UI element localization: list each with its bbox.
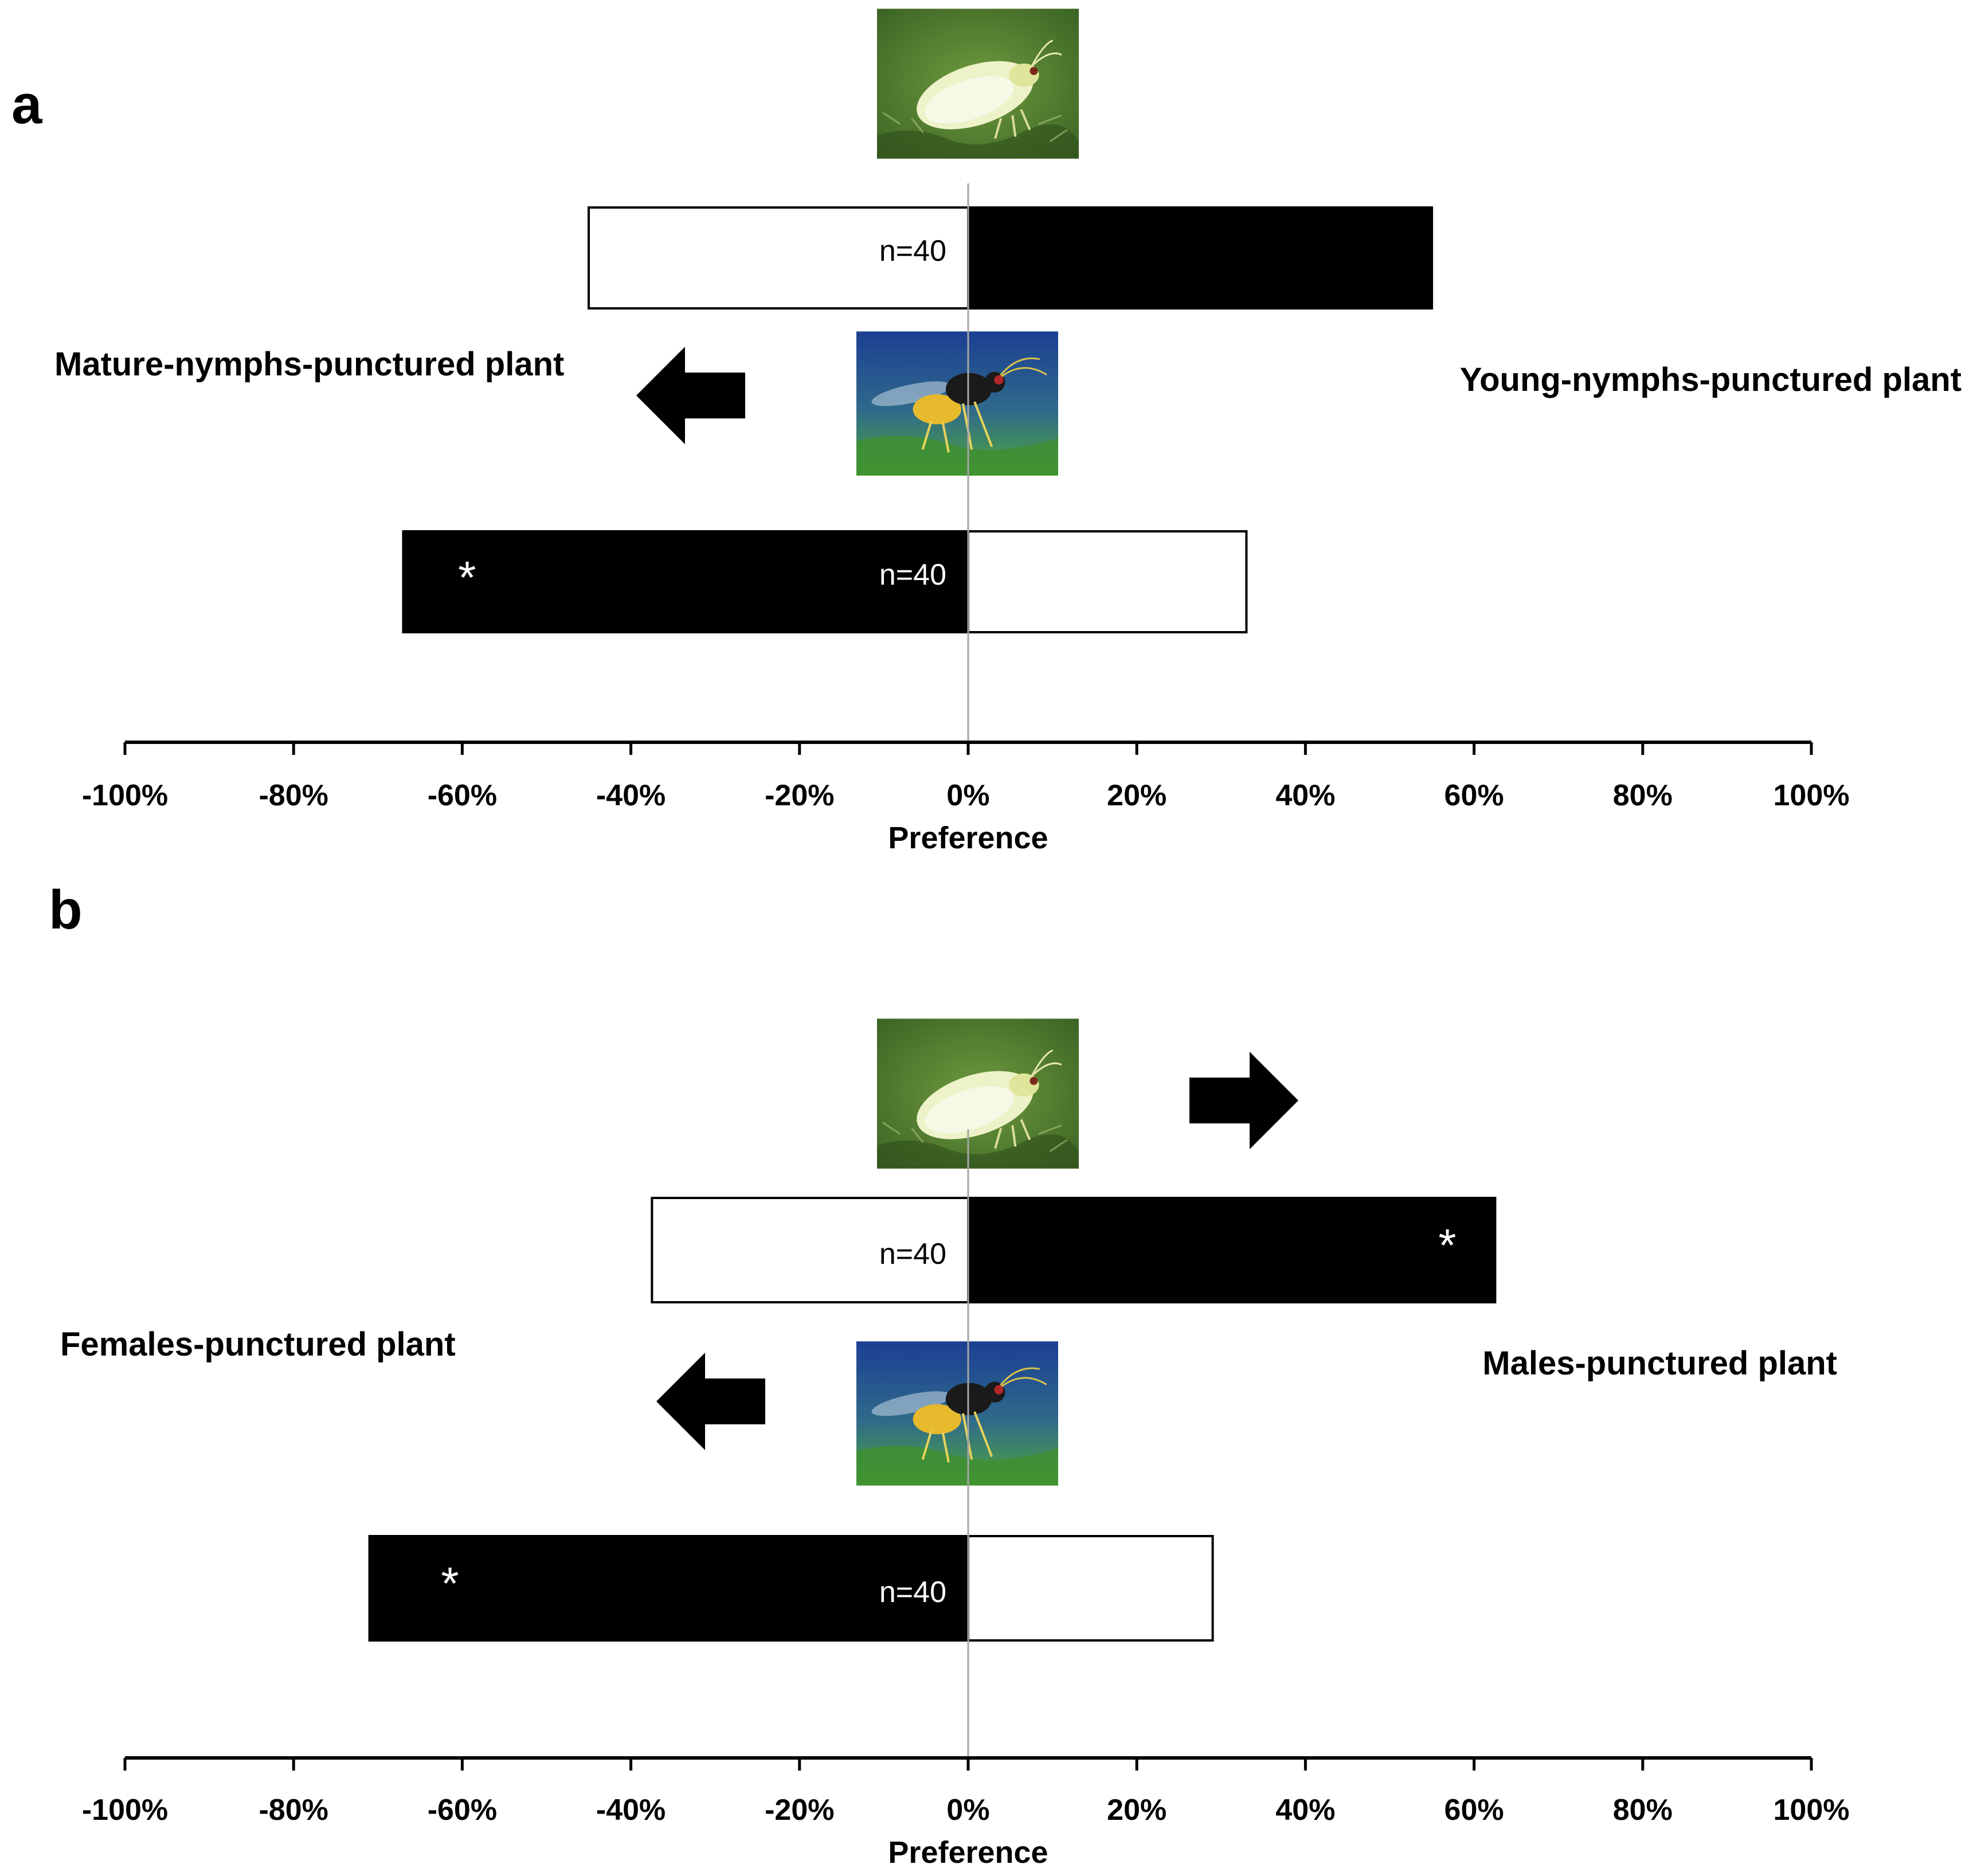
bar-right-parasitoid (967, 530, 1248, 633)
x-tick-label: -40% (596, 779, 666, 812)
left-treatment-label: Mature-nymphs-punctured plant (54, 346, 564, 383)
bar-left-parasitoid (402, 530, 969, 633)
x-tick-label: 100% (1774, 779, 1850, 812)
arrow-left-icon (656, 1353, 765, 1450)
x-tick-label: 20% (1107, 779, 1166, 812)
whitefly-photo (877, 1019, 1079, 1168)
x-tick-label: 20% (1107, 1793, 1166, 1827)
x-axis-title: Preference (888, 1835, 1048, 1870)
x-axis-title: Preference (888, 821, 1048, 855)
x-tick-label: 40% (1275, 779, 1335, 812)
bar-left-whitefly (651, 1197, 969, 1303)
x-tick-label: -20% (765, 779, 834, 812)
x-tick-label: 0% (946, 1793, 989, 1827)
x-tick-label: -100% (82, 1793, 168, 1827)
bar-right-parasitoid (967, 1535, 1214, 1642)
x-tick-label: -80% (259, 1793, 328, 1827)
x-tick-label: -80% (259, 779, 328, 812)
significance-asterisk: * (1438, 1220, 1456, 1271)
panel-label: a (11, 74, 42, 135)
sample-size-label: n=40 (879, 234, 946, 268)
panel-a: a Mature-nymphs-punctured plant Young-nymp… (11, 9, 1962, 855)
significance-asterisk: * (458, 552, 476, 603)
x-tick-label: 80% (1613, 779, 1673, 812)
arrow-right-icon (1189, 1052, 1298, 1149)
left-treatment-label: Females-punctured plant (60, 1326, 456, 1363)
bar-left-whitefly (588, 206, 970, 310)
sample-size-label: n=40 (879, 1237, 946, 1271)
panel-b: b Females-punctured plant Males-punctured … (49, 879, 1850, 1870)
right-treatment-label: Males-punctured plant (1482, 1345, 1837, 1382)
bar-right-whitefly (967, 206, 1434, 310)
x-tick-label: 80% (1613, 1793, 1673, 1827)
x-tick-label: -20% (765, 1793, 834, 1827)
x-tick-label: -40% (596, 1793, 666, 1827)
x-tick-label: 60% (1444, 1793, 1504, 1827)
sample-size-label: n=40 (879, 1576, 946, 1609)
right-treatment-label: Young-nymphs-punctured plant (1460, 361, 1962, 398)
arrow-left-icon (636, 347, 745, 444)
whitefly-photo (877, 9, 1079, 158)
bar-right-whitefly (967, 1197, 1497, 1303)
x-tick-label: -60% (428, 1793, 497, 1827)
parasitoid-wasp-photo (856, 331, 1058, 475)
x-tick-label: 100% (1774, 1793, 1850, 1827)
sample-size-label: n=40 (879, 558, 946, 592)
x-tick-label: 40% (1275, 1793, 1335, 1827)
significance-asterisk: * (441, 1558, 459, 1609)
panel-label: b (49, 879, 83, 941)
bar-left-parasitoid (368, 1535, 970, 1642)
x-tick-label: 60% (1444, 779, 1504, 812)
x-tick-label: -60% (428, 779, 497, 812)
x-tick-label: -100% (82, 779, 168, 812)
x-tick-label: 0% (946, 779, 989, 812)
parasitoid-wasp-photo (856, 1341, 1058, 1485)
